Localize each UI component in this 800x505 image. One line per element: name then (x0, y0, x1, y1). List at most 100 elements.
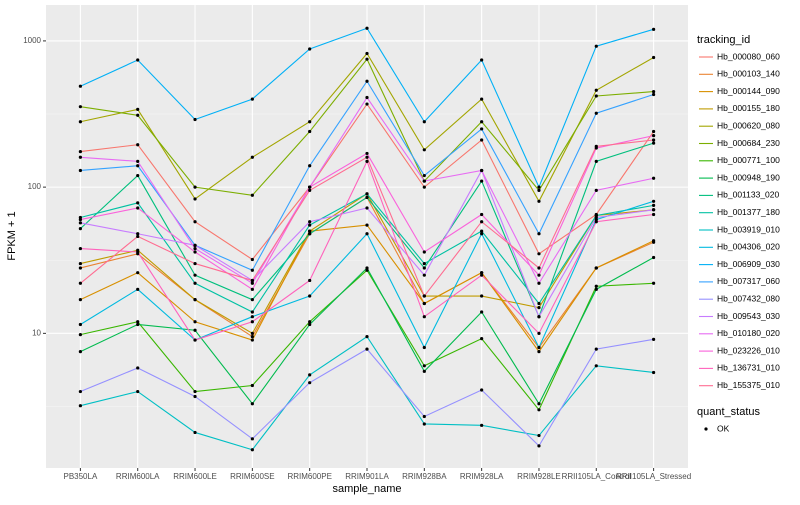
legend-label: Hb_000144_090 (717, 86, 780, 96)
point (308, 223, 312, 227)
point (365, 159, 369, 163)
point (78, 333, 82, 337)
point (250, 338, 254, 342)
point (308, 47, 312, 51)
point (308, 232, 312, 236)
point (250, 193, 254, 197)
point (652, 176, 656, 180)
point (136, 234, 140, 239)
point (308, 220, 312, 224)
point (78, 261, 82, 266)
point (78, 105, 82, 109)
point (365, 57, 369, 61)
point (652, 199, 656, 203)
point (193, 430, 197, 435)
point (365, 223, 369, 227)
point (480, 423, 484, 427)
point (136, 164, 140, 168)
point (136, 287, 140, 291)
point (136, 320, 140, 324)
point (308, 129, 312, 134)
x-tick-label: RRIM600LE (173, 472, 217, 481)
legend-label: Hb_010180_020 (717, 328, 780, 338)
y-tick-label: 10 (32, 328, 41, 337)
point (594, 220, 598, 224)
point (480, 138, 484, 142)
point (250, 335, 254, 339)
point (594, 111, 598, 115)
point (480, 120, 484, 124)
point (193, 220, 197, 224)
point (537, 433, 541, 438)
point (136, 113, 140, 117)
point (250, 437, 254, 441)
point (136, 322, 140, 327)
point (308, 373, 312, 377)
legend-label: Hb_000080_060 (717, 51, 780, 61)
point (78, 389, 82, 394)
point (365, 206, 369, 210)
x-tick-label: RRII105LA_Control (562, 472, 632, 481)
point (136, 107, 140, 112)
point (652, 141, 656, 145)
point (422, 315, 426, 319)
legend-label: Hb_009543_030 (717, 311, 780, 321)
point (365, 232, 369, 236)
point (365, 51, 369, 56)
point (136, 232, 140, 236)
legend-label: OK (717, 423, 730, 433)
point (480, 232, 484, 236)
point (250, 298, 254, 302)
legend-label: Hb_000103_140 (717, 69, 780, 79)
x-tick-label: RRIM600LA (116, 472, 160, 481)
point (193, 243, 197, 247)
point (652, 255, 656, 260)
point (136, 159, 140, 163)
point (308, 229, 312, 233)
legend-label: Hb_001377_180 (717, 207, 780, 217)
point (480, 271, 484, 275)
point (250, 331, 254, 335)
point (480, 229, 484, 233)
point (594, 159, 598, 163)
point (308, 322, 312, 327)
point (308, 185, 312, 189)
point (652, 27, 656, 31)
point (193, 273, 197, 277)
point (422, 148, 426, 152)
point (652, 208, 656, 212)
point (250, 383, 254, 388)
point (78, 350, 82, 354)
point (594, 188, 598, 192)
point (594, 44, 598, 48)
point (365, 26, 369, 30)
point (250, 320, 254, 324)
point (594, 287, 598, 291)
point (308, 188, 312, 192)
point (193, 261, 197, 266)
point (537, 281, 541, 285)
point (250, 402, 254, 406)
legend-label: Hb_007432_080 (717, 293, 780, 303)
point (537, 252, 541, 256)
point (78, 298, 82, 302)
point (78, 217, 82, 222)
point (365, 102, 369, 106)
point (480, 337, 484, 341)
point-legend-title: quant_status (697, 406, 760, 418)
point (537, 331, 541, 335)
point (422, 261, 426, 266)
point (250, 97, 254, 101)
point (136, 366, 140, 370)
point (652, 90, 656, 94)
point (652, 129, 656, 134)
point (365, 79, 369, 83)
point (365, 347, 369, 351)
point (193, 328, 197, 332)
point (250, 268, 254, 272)
point (480, 127, 484, 131)
point (308, 120, 312, 124)
point (250, 281, 254, 285)
point (537, 232, 541, 236)
